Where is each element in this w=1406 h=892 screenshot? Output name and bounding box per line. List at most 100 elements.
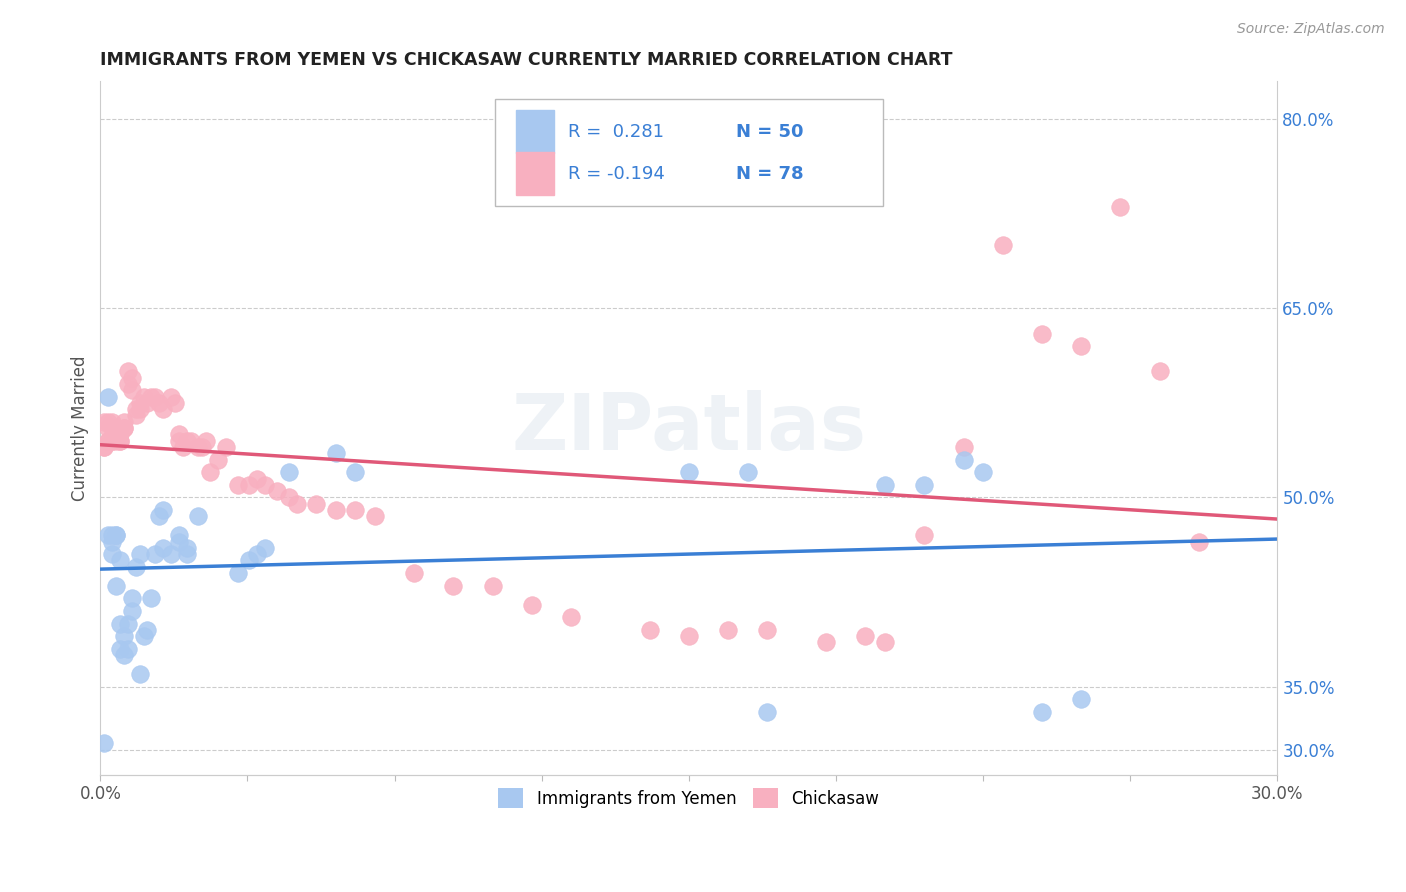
Point (167, 434, 190, 448)
Point (141, 390, 163, 404)
Point (855, 629, 877, 643)
Point (136, 623, 159, 637)
Point (124, 409, 146, 423)
Y-axis label: Currently Married: Currently Married (72, 355, 89, 500)
Point (678, 465, 700, 479)
Point (246, 471, 269, 485)
Point (285, 497, 308, 511)
Point (207, 452, 229, 467)
Point (176, 434, 198, 448)
Point (112, 648, 135, 662)
Point (132, 390, 155, 404)
Point (1070, 339, 1092, 353)
Point (101, 434, 124, 448)
Point (246, 547, 269, 561)
Point (520, 598, 543, 612)
Point (167, 427, 190, 442)
Point (815, 635, 838, 649)
Point (148, 509, 170, 524)
Point (991, 238, 1014, 252)
Point (141, 591, 163, 606)
Point (128, 396, 150, 410)
Point (238, 553, 260, 567)
Point (105, 528, 128, 542)
Point (143, 547, 166, 561)
Point (226, 478, 249, 492)
Point (108, 427, 131, 442)
Point (117, 616, 139, 631)
Point (756, 705, 779, 719)
Point (254, 541, 277, 555)
Point (344, 503, 367, 517)
Point (117, 376, 139, 391)
Point (101, 415, 124, 429)
Point (152, 402, 174, 417)
Point (972, 465, 994, 479)
Point (163, 396, 186, 410)
Point (912, 478, 935, 492)
Point (112, 421, 135, 435)
Text: ZIPatlas: ZIPatlas (512, 390, 866, 467)
Point (756, 623, 779, 637)
Point (952, 440, 974, 454)
Bar (516, 111, 554, 153)
Point (148, 396, 170, 410)
Point (873, 635, 896, 649)
Point (187, 440, 209, 454)
Point (108, 434, 131, 448)
Point (136, 396, 159, 410)
Point (132, 629, 155, 643)
Point (143, 390, 166, 404)
Point (93, 736, 115, 750)
Point (717, 623, 740, 637)
Point (108, 616, 131, 631)
Point (101, 434, 124, 448)
Point (117, 364, 139, 378)
Point (1070, 692, 1092, 706)
Point (176, 541, 198, 555)
Point (101, 528, 124, 542)
Point (1149, 364, 1171, 378)
Point (172, 440, 194, 454)
Point (215, 440, 238, 454)
Point (254, 478, 277, 492)
Point (152, 503, 174, 517)
Point (952, 452, 974, 467)
Point (101, 421, 124, 435)
Point (238, 478, 260, 492)
Point (97, 434, 120, 448)
Point (101, 547, 124, 561)
Point (117, 641, 139, 656)
Point (124, 402, 146, 417)
Point (128, 667, 150, 681)
Point (128, 402, 150, 417)
Text: N = 50: N = 50 (735, 123, 803, 141)
Point (305, 497, 328, 511)
Point (364, 509, 387, 524)
Point (873, 478, 896, 492)
Point (167, 534, 190, 549)
Point (97, 434, 120, 448)
Point (167, 528, 190, 542)
Point (678, 629, 700, 643)
Point (912, 528, 935, 542)
Point (160, 390, 183, 404)
Point (121, 384, 143, 398)
Point (108, 641, 131, 656)
Point (737, 465, 759, 479)
Point (195, 434, 218, 448)
Point (344, 465, 367, 479)
Point (93, 415, 115, 429)
Point (1031, 705, 1053, 719)
Point (97, 421, 120, 435)
Point (180, 434, 202, 448)
Point (1109, 201, 1132, 215)
Point (105, 427, 128, 442)
Point (152, 541, 174, 555)
FancyBboxPatch shape (495, 99, 883, 206)
Text: IMMIGRANTS FROM YEMEN VS CHICKASAW CURRENTLY MARRIED CORRELATION CHART: IMMIGRANTS FROM YEMEN VS CHICKASAW CURRE… (100, 51, 953, 69)
Point (325, 446, 347, 460)
Point (121, 604, 143, 618)
Point (200, 465, 222, 479)
Point (112, 421, 135, 435)
